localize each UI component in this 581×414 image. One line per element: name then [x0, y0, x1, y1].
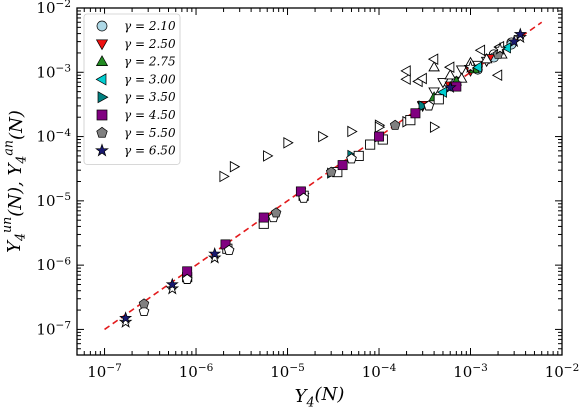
- point-open-7-3: [463, 60, 478, 73]
- y-tick-label: 10−3​: [36, 63, 71, 82]
- point-filled-7-3: [443, 80, 457, 94]
- point-open-3-4: [427, 53, 439, 65]
- legend-marker-0: [96, 20, 108, 32]
- point-filled-5-6: [410, 108, 421, 119]
- point-open-7-2: [207, 250, 222, 264]
- y-tick-label: 10−7​: [36, 320, 71, 339]
- point-open-4-2: [263, 150, 274, 162]
- y-tick-label: 10−4​: [36, 127, 71, 146]
- point-open-6-2: [223, 244, 235, 255]
- point-open-2-4: [480, 52, 493, 64]
- point-open-4-0: [219, 170, 230, 183]
- legend-marker-1: [95, 39, 109, 51]
- plot-area: [104, 21, 543, 331]
- legend-marker-3: [95, 73, 107, 86]
- legend-box: [83, 13, 181, 165]
- legend-label-2: γ = 2.75: [124, 55, 176, 69]
- point-open-3-5: [444, 61, 455, 74]
- y-tick-label: 10−6​: [36, 255, 71, 274]
- legend-label-4: γ = 3.50: [124, 90, 176, 104]
- point-open-6-0: [138, 305, 150, 317]
- point-open-4-4: [318, 130, 329, 143]
- point-filled-5-4: [337, 160, 348, 171]
- point-open-5-9: [433, 94, 444, 105]
- point-filled-6-0: [138, 298, 150, 309]
- y-tick-label: 10−2​: [36, 0, 71, 17]
- point-open-3-6: [474, 44, 486, 57]
- point-open-2-2: [455, 72, 468, 83]
- point-filled-5-5: [374, 131, 384, 142]
- legend-label-6: γ = 5.50: [124, 126, 176, 140]
- point-filled-4-4: [418, 100, 429, 112]
- ticks: [76, 7, 563, 356]
- point-open-6-4: [298, 192, 309, 203]
- legend-label-5: γ = 4.50: [124, 108, 176, 122]
- point-filled-6-2: [325, 166, 337, 177]
- point-open-7-1: [165, 281, 180, 295]
- point-filled-7-5: [513, 27, 527, 40]
- point-open-6-6: [423, 100, 435, 111]
- point-open-4-1: [229, 160, 241, 173]
- point-open-4-9: [429, 121, 441, 134]
- point-filled-6-1: [270, 207, 282, 218]
- point-filled-7-4: [507, 34, 521, 48]
- point-open-3-3: [400, 65, 411, 77]
- legend-label-3: γ = 3.00: [124, 72, 176, 86]
- point-open-6-1: [181, 273, 193, 284]
- point-open-3-8: [491, 69, 503, 82]
- legend-marker-4: [97, 91, 109, 104]
- legend-marker-7: [95, 143, 109, 157]
- point-filled-7-2: [208, 247, 222, 260]
- x-tick-label: 10−4​: [362, 362, 397, 381]
- x-tick-label: 10−2​: [545, 362, 580, 381]
- legend-marker-2: [95, 55, 109, 66]
- point-open-3-2: [416, 72, 427, 85]
- point-filled-6-3: [389, 119, 401, 130]
- point-filled-3-2: [500, 42, 511, 54]
- point-open-2-0: [428, 60, 440, 72]
- x-tick-label: 10−6​: [179, 362, 214, 381]
- point-open-4-3: [283, 136, 294, 149]
- point-open-1-3: [455, 65, 468, 76]
- legend-label-1: γ = 2.50: [124, 37, 176, 51]
- point-open-2-1: [444, 69, 457, 80]
- x-tick-label: 10−5​: [270, 362, 305, 381]
- point-open-6-5: [346, 153, 357, 164]
- legend-marker-6: [96, 126, 108, 138]
- y-tick-label: 10−5​: [36, 191, 71, 210]
- y-axis-title: Y4​un​(N), Y4​an​(N): [0, 110, 28, 253]
- legend-label-7: γ = 6.50: [124, 144, 176, 158]
- series-3: [400, 40, 511, 98]
- legend: γ = 2.10 γ = 2.50 γ = 2.75 γ = 3.00 γ = 3.50…: [83, 13, 181, 165]
- point-filled-5-2: [258, 212, 269, 223]
- point-open-7-0: [118, 314, 133, 328]
- point-open-4-8: [374, 121, 386, 134]
- point-filled-7-1: [165, 277, 179, 291]
- point-open-3-0: [400, 73, 411, 86]
- x-tick-label: 10−7​: [87, 362, 122, 381]
- x-tick-label: 10−3​: [453, 362, 488, 381]
- series-5: [182, 81, 462, 283]
- point-open-4-5: [347, 125, 358, 138]
- x-axis-title: Y4​(N): [295, 384, 345, 409]
- point-open-5-6: [365, 139, 376, 150]
- point-open-7-4: [493, 41, 507, 55]
- point-filled-3-1: [471, 61, 482, 73]
- legend-marker-5: [96, 109, 108, 121]
- legend-label-0: γ = 2.10: [124, 19, 176, 33]
- point-filled-7-0: [119, 311, 133, 324]
- point-open-5-8: [405, 115, 416, 126]
- series-7: [118, 27, 528, 328]
